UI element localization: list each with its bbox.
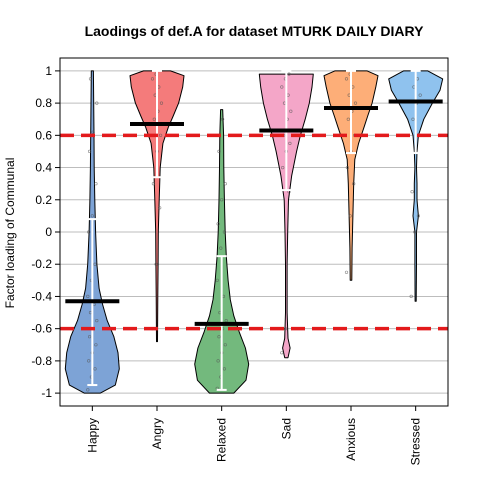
data-point [94,182,98,186]
y-tick-label: 0.8 [35,96,52,110]
violin-relaxed [194,109,250,394]
data-point [94,343,98,347]
data-point [93,367,97,371]
data-point [87,230,91,234]
data-point [220,198,224,202]
data-point [95,101,99,105]
data-point [219,246,223,250]
violin-anxious [323,69,379,281]
violins [64,69,444,394]
data-point [281,166,285,170]
y-tick-label: 1 [45,64,52,78]
data-point [416,214,421,218]
data-point [150,77,155,81]
data-point [90,214,94,218]
data-point [215,278,219,282]
x-tick-label: Happy [85,418,99,453]
data-point [344,77,349,81]
data-point [352,182,356,186]
y-tick-label: 0.6 [35,128,52,142]
data-point [280,351,284,355]
data-point [151,182,155,186]
data-point [222,367,226,371]
data-point [345,166,350,170]
data-point [159,101,164,105]
data-point [152,117,156,121]
data-point [216,222,220,226]
data-point [88,77,93,81]
x-tick-label: Sad [279,418,293,439]
data-point [344,270,349,274]
violin-shape [129,70,185,343]
data-point [221,117,225,121]
y-tick-label: -0.8 [31,354,52,368]
data-point [216,359,220,363]
y-tick-label: -0.2 [31,257,52,271]
data-point [413,230,417,234]
x-tick-label: Angry [150,418,164,449]
data-point [409,294,413,299]
grid-lines [60,70,448,394]
data-point [217,149,221,153]
x-tick-label: Relaxed [215,418,229,462]
violin-shape [323,70,379,281]
data-point [87,335,92,339]
data-point [346,117,350,121]
y-tick-label: -1 [41,386,52,400]
data-point [158,206,162,210]
data-point [348,214,352,218]
data-point [159,133,163,137]
data-point [289,109,293,113]
data-point [287,72,291,76]
data-point [217,335,221,339]
y-axis: -1 -0.8 -0.6 -0.4 -0.2 0 0.2 0.4 0.6 0.8 1 [31,64,60,400]
data-point [280,85,284,89]
data-point [93,262,97,266]
data-point [87,149,92,153]
data-point [222,230,226,234]
data-point [95,319,99,323]
violin-angry [129,69,185,343]
y-tick-label: 0.2 [35,193,52,207]
data-point [86,388,90,392]
y-tick-label: 0.4 [35,161,52,175]
violin-shape [258,73,314,359]
data-point [87,359,91,363]
data-point [288,141,292,145]
x-tick-label: Anxious [344,418,358,461]
data-point [418,93,422,97]
data-point [283,327,288,331]
violin-stressed [388,69,444,302]
violin-sad [258,69,314,359]
data-point [353,101,358,105]
data-point [91,130,95,134]
reference-lines [60,133,448,331]
y-tick-label: -0.4 [31,289,52,303]
x-axis: Happy Angry Relaxed Sad Anxious Stressed [85,406,423,465]
data-point [86,294,90,299]
x-tick-label: Stressed [409,418,423,465]
chart-title: Laodings of def.A for dataset MTURK DAIL… [85,23,425,39]
data-point [410,190,414,194]
y-tick-label: 0 [45,225,52,239]
data-point [223,343,227,347]
data-point [411,117,415,121]
y-axis-label: Factor loading of Communal [3,158,17,309]
data-point [154,262,158,266]
violin-shape [388,70,444,302]
data-point [223,182,227,186]
y-tick-label: -0.6 [31,322,52,336]
